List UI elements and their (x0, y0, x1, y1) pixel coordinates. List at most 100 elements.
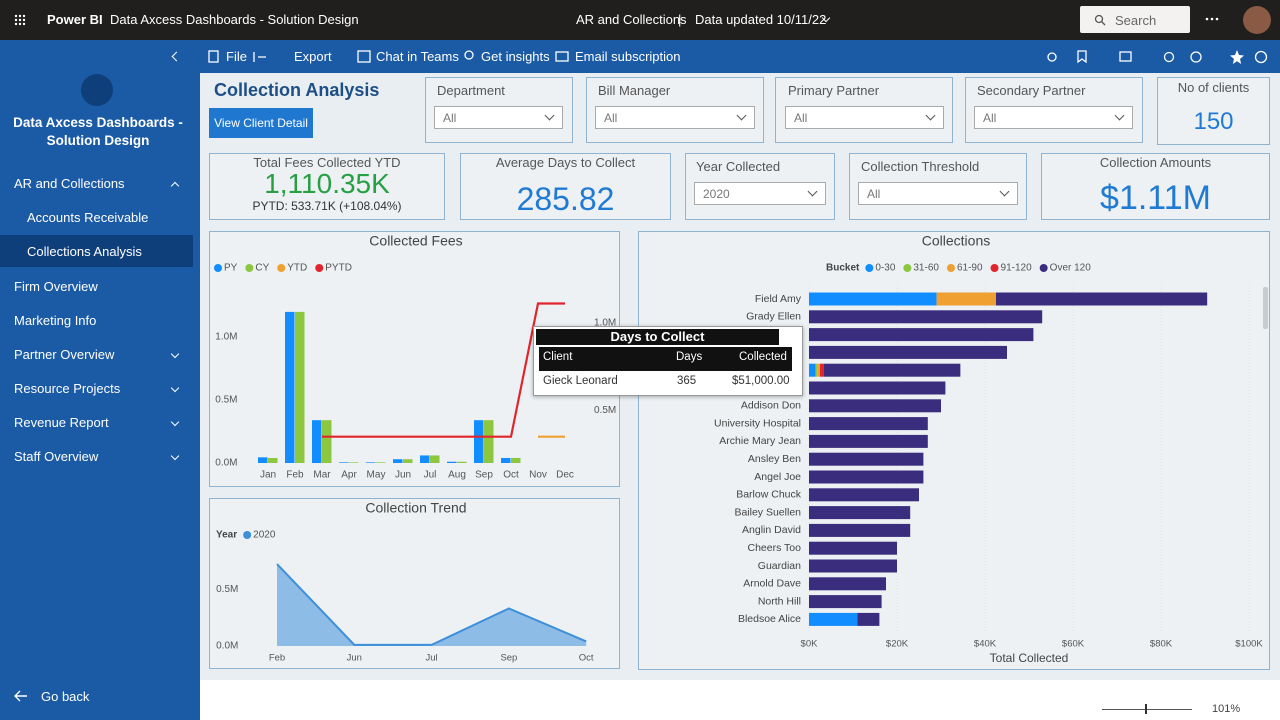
slicer-dropdown[interactable]: All (974, 106, 1133, 129)
bar-segment (809, 345, 1007, 359)
toolbar-teams[interactable]: Chat in Teams (376, 49, 459, 64)
app-name[interactable]: Power BI (47, 12, 103, 27)
category-label: Bailey Suellen (734, 506, 801, 518)
card-label: No of clients (1177, 80, 1250, 95)
bar (501, 457, 511, 463)
legend-marker (903, 264, 912, 272)
view-client-detail-button[interactable]: View Client Detail (209, 108, 313, 138)
bar (258, 457, 268, 463)
zoom-slider[interactable] (1102, 709, 1192, 710)
go-back[interactable]: Go back (41, 689, 90, 704)
data-updated[interactable]: Data updated 10/11/22 (695, 12, 827, 27)
scrollbar[interactable] (1263, 287, 1268, 329)
legend-marker (245, 264, 254, 272)
bar (474, 420, 484, 463)
x-tick-label: Oct (579, 653, 594, 664)
tooltip-column[interactable]: Client (543, 351, 573, 363)
x-tick-label: Feb (286, 470, 304, 481)
bar (295, 311, 305, 463)
nav-item[interactable]: Collections Analysis (27, 244, 142, 259)
bar-segment (936, 292, 996, 306)
bar (457, 461, 467, 463)
x-axis-title: Total Collected (990, 651, 1069, 665)
bar-segment (809, 523, 911, 537)
toolbar: File Export Chat in Teams Get insights E… (200, 40, 1280, 73)
report-name: Data Axcess Dashboards - Solution Design (110, 12, 359, 27)
category-label: Grady Ellen (746, 311, 801, 323)
category-label: Ansley Ben (748, 453, 801, 465)
slicer-dropdown[interactable]: All (595, 106, 755, 129)
selected-highlight (0, 235, 193, 267)
x-tick-label: Jul (426, 653, 438, 664)
search-box[interactable]: Search (1080, 6, 1190, 33)
zoom-thumb[interactable] (1145, 704, 1147, 714)
legend-marker (315, 264, 324, 272)
avatar[interactable] (1243, 6, 1271, 34)
legend-label: Over 120 (1050, 263, 1092, 274)
bar-segment (809, 577, 886, 591)
category-label: University Hospital (714, 417, 801, 429)
x-tick-label: Oct (503, 470, 519, 481)
bar-segment (809, 363, 816, 377)
bar-segment (809, 434, 928, 448)
slicer-dropdown[interactable]: All (434, 106, 563, 129)
sidebar: Data Axcess Dashboards - Solution Design… (0, 40, 200, 720)
nav-item[interactable]: Accounts Receivable (27, 210, 149, 225)
panel (1041, 153, 1270, 220)
category-label: Cheers Too (747, 542, 801, 554)
toolbar-export[interactable]: Export (294, 49, 332, 64)
nav-item[interactable]: Partner Overview (14, 347, 115, 362)
app-launcher[interactable] (14, 14, 26, 26)
y2-tick-label: 0.5M (594, 405, 616, 416)
legend-label: PYTD (325, 263, 352, 274)
slicer-label: Primary Partner (788, 83, 880, 98)
slicer-dropdown[interactable]: All (858, 182, 1018, 205)
line (322, 302, 565, 438)
x-tick-label: Jan (260, 470, 276, 481)
bar (349, 462, 359, 463)
bar-segment (820, 363, 824, 377)
tooltip-header (539, 347, 792, 371)
category-label: Addison Don (741, 400, 801, 412)
bar-segment (815, 363, 818, 377)
toolbar-email[interactable]: Email subscription (575, 49, 681, 64)
tooltip-column[interactable]: Days (676, 351, 703, 363)
slicer-dropdown[interactable]: All (785, 106, 944, 129)
card-label: Collection Amounts (1099, 155, 1212, 170)
nav-item[interactable]: Firm Overview (14, 279, 98, 294)
bar (484, 420, 494, 463)
category-label: Archie Mary Jean (719, 435, 801, 447)
nav-item[interactable]: Revenue Report (14, 415, 109, 430)
y2-tick-label: 1.0M (594, 317, 616, 328)
x-tick-label: Mar (313, 470, 331, 481)
page-name: AR and Collections (576, 12, 687, 27)
toolbar-file[interactable]: File (226, 49, 247, 64)
nav-item[interactable]: Resource Projects (14, 381, 121, 396)
category-label: Field Amy (755, 293, 802, 305)
legend-label: 0-30 (875, 263, 895, 274)
y-tick-label: 0.0M (215, 458, 237, 469)
area-line (276, 563, 587, 646)
x-tick-label: Sep (475, 470, 493, 481)
legend-label: 31-60 (913, 263, 939, 274)
legend-label: 91-120 (1001, 263, 1033, 274)
nav-item[interactable]: Marketing Info (14, 313, 97, 328)
bar-segment (809, 381, 946, 395)
category-label: Arnold Dave (743, 578, 801, 590)
bar-segment (809, 292, 937, 306)
panel (460, 153, 671, 220)
bar (366, 462, 376, 463)
slicer-dropdown[interactable]: 2020 (694, 182, 826, 205)
nav-item[interactable]: AR and Collections (14, 176, 125, 191)
legend-marker (865, 264, 874, 272)
bar-segment (809, 470, 924, 484)
bar-segment (809, 559, 897, 573)
slicer-label: Department (437, 83, 505, 98)
toolbar-insights[interactable]: Get insights (481, 49, 550, 64)
more-menu[interactable] (1205, 17, 1219, 21)
nav-item[interactable]: Staff Overview (14, 449, 99, 464)
chart-title: Collection Trend (365, 500, 466, 516)
tooltip-column[interactable]: Collected (739, 351, 787, 363)
x-tick-label: Dec (556, 470, 574, 481)
bar (312, 420, 322, 463)
